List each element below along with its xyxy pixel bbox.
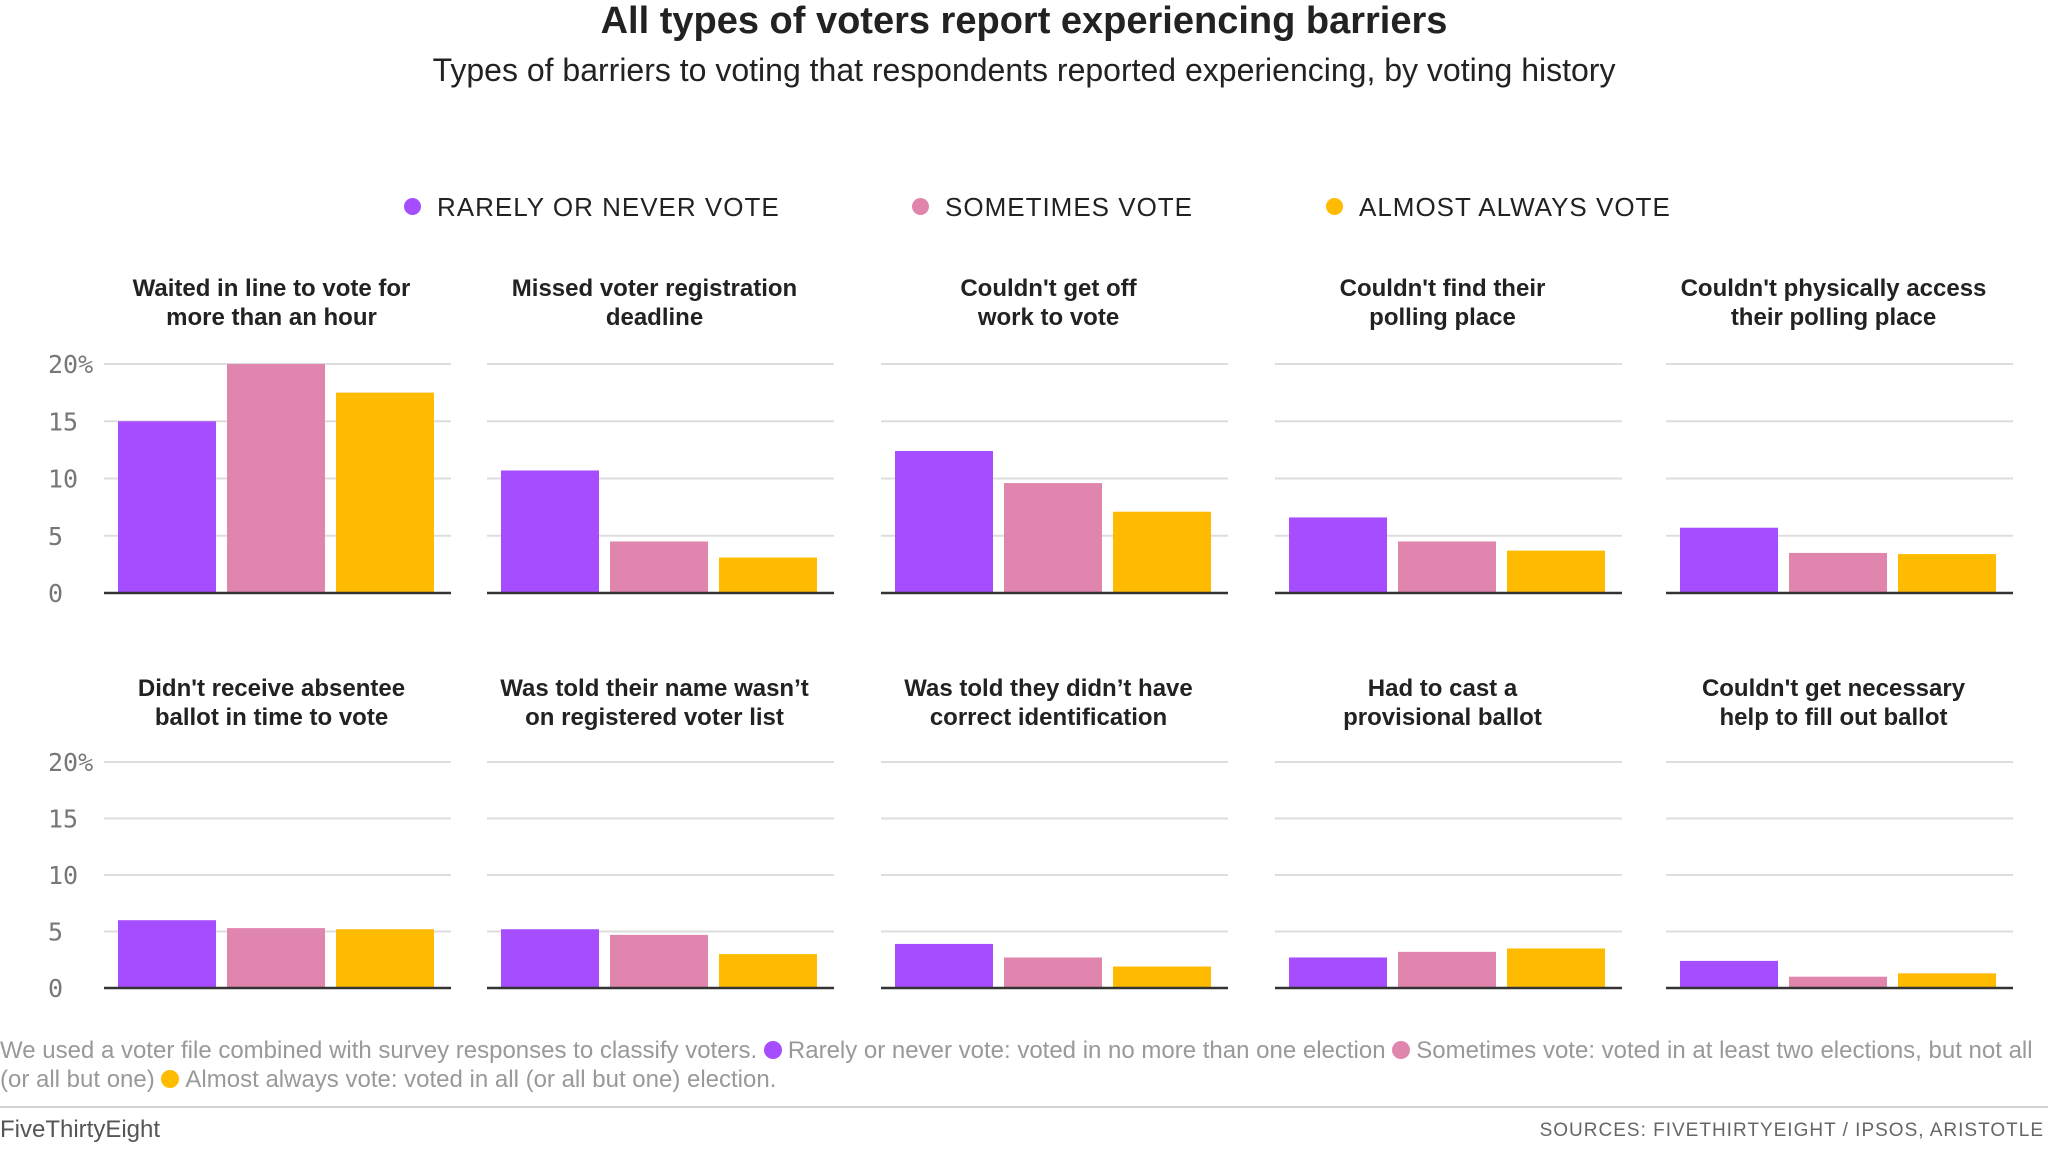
methodology-note: We used a voter file combined with surve… (0, 1036, 2040, 1094)
chart-title: All types of voters report experiencing … (600, 0, 1448, 42)
panel-title: Was told their name wasn’t (500, 675, 809, 702)
y-tick-label: 10 (48, 861, 78, 890)
legend-dot-rarely-icon (404, 198, 421, 215)
bar (227, 364, 325, 593)
bar (1004, 957, 1102, 988)
bar (1680, 960, 1778, 988)
bar (1398, 541, 1496, 593)
legend-item-sometimes: SOMETIMES VOTE (912, 192, 1193, 223)
note-dot-rarely-icon (763, 1041, 782, 1059)
legend-dot-sometimes-icon (912, 198, 929, 215)
legend: RARELY OR NEVER VOTE SOMETIMES VOTE ALMO… (0, 192, 2048, 232)
legend-label-rarely: RARELY OR NEVER VOTE (437, 192, 780, 222)
y-tick-label: 0 (48, 579, 63, 608)
bar (895, 451, 993, 593)
bar (719, 954, 817, 988)
y-tick-label: 20% (48, 748, 93, 777)
bar (1789, 976, 1887, 988)
bar (336, 392, 434, 593)
legend-dot-almost-icon (1326, 198, 1343, 215)
note-rarely: Rarely or never vote: voted in no more t… (787, 1037, 1386, 1064)
legend-item-almost: ALMOST ALWAYS VOTE (1326, 192, 1671, 223)
note-almost: Almost always vote: voted in all (or all… (185, 1066, 777, 1093)
panel-title: Missed voter registration (512, 275, 797, 302)
bar (1004, 483, 1102, 593)
footer-divider (0, 1106, 2048, 1108)
bar (118, 421, 216, 593)
bar (118, 920, 216, 988)
legend-item-rarely: RARELY OR NEVER VOTE (404, 192, 780, 223)
bar (610, 934, 708, 988)
bar (1289, 517, 1387, 593)
bar (1898, 973, 1996, 988)
legend-label-almost: ALMOST ALWAYS VOTE (1359, 192, 1671, 222)
y-tick-label: 5 (48, 918, 63, 947)
panel-title: work to vote (977, 304, 1119, 331)
panel-title: Was told they didn’t have (904, 675, 1192, 702)
legend-label-sometimes: SOMETIMES VOTE (945, 192, 1194, 222)
bar (719, 557, 817, 593)
bar (1113, 966, 1211, 988)
panel-title: Had to cast a (1368, 675, 1518, 702)
panel-title: Didn't receive absentee (138, 675, 405, 702)
y-tick-label: 5 (48, 522, 63, 551)
bar (1898, 554, 1996, 593)
panel-title: more than an hour (166, 304, 377, 331)
panel-title: deadline (606, 304, 703, 331)
bar (1507, 550, 1605, 593)
bar (1398, 951, 1496, 988)
y-tick-label: 20% (48, 350, 93, 379)
note-dot-sometimes-icon (1392, 1041, 1411, 1059)
panel-title: Couldn't physically access (1681, 275, 1987, 302)
panel-title: help to fill out ballot (1720, 704, 1948, 731)
panel-title: Waited in line to vote for (133, 275, 411, 302)
note-dot-almost-icon (161, 1070, 180, 1088)
panel-title: ballot in time to vote (155, 704, 388, 731)
bar (1113, 511, 1211, 593)
panel-title: Couldn't get off (960, 275, 1137, 302)
y-tick-label: 15 (48, 805, 78, 834)
y-tick-label: 10 (48, 465, 78, 494)
note-intro: We used a voter file combined with surve… (0, 1037, 758, 1064)
panel-title: correct identification (930, 704, 1167, 731)
chart-subtitle: Types of barriers to voting that respond… (432, 52, 1616, 88)
panel-title: provisional ballot (1343, 704, 1542, 731)
panel-title: Couldn't get necessary (1702, 675, 1966, 702)
bar (610, 541, 708, 593)
panel-title: polling place (1369, 304, 1516, 331)
panel-title: Couldn't find their (1340, 275, 1546, 302)
bar (227, 928, 325, 988)
note-sometimes: Sometimes vote: voted in at least two el… (0, 1037, 2033, 1093)
footer-sources: SOURCES: FIVETHIRTYEIGHT / IPSOS, ARISTO… (1539, 1120, 2044, 1141)
bar (501, 470, 599, 593)
panel-title: on registered voter list (525, 704, 784, 731)
bar (1680, 527, 1778, 593)
panel-title: their polling place (1731, 304, 1936, 331)
bar (336, 929, 434, 988)
footer-brand: FiveThirtyEight (0, 1116, 161, 1143)
bar (1289, 957, 1387, 988)
bar (895, 943, 993, 988)
small-multiples-charts: 20% 15 10 5 0 Waited in line to vote formore … (48, 275, 2013, 1003)
bar (501, 929, 599, 988)
y-tick-label: 15 (48, 407, 78, 436)
bar (1789, 552, 1887, 593)
y-tick-label: 0 (48, 974, 63, 1003)
bar (1507, 948, 1605, 988)
